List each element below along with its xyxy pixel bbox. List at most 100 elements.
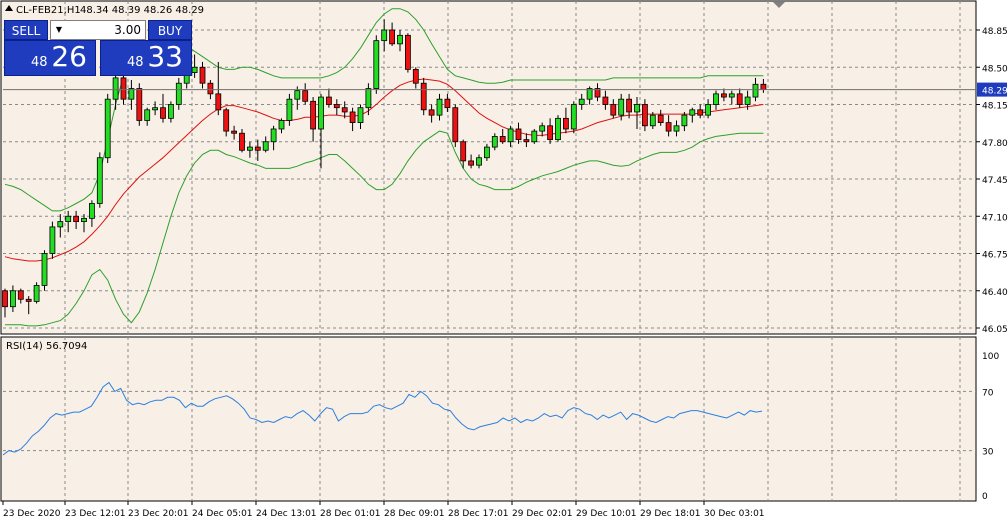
candle-body: [736, 93, 743, 105]
candle-body: [49, 226, 56, 254]
candle: [634, 97, 640, 129]
candle: [333, 99, 340, 116]
candle-body: [341, 107, 348, 113]
candle: [81, 214, 87, 233]
candle-body: [594, 88, 601, 98]
time-tick-label: 28 Dec 17:01: [448, 509, 509, 519]
price-tick-label: 48.50: [982, 64, 1008, 74]
candle-body: [515, 128, 522, 141]
candle: [199, 61, 206, 89]
candle-body: [397, 34, 403, 45]
candle-body: [373, 40, 380, 89]
candle: [420, 77, 427, 116]
candle: [144, 107, 151, 126]
candle: [89, 200, 95, 227]
price-tick-label: 46.40: [982, 288, 1008, 298]
candle-body: [349, 111, 356, 123]
candle: [104, 93, 111, 164]
candle: [96, 152, 103, 208]
candle-body: [262, 141, 269, 151]
candle: [523, 133, 530, 148]
candle: [270, 125, 277, 151]
one-click-trading-panel: SELL ▼ 3.00 BUY 48 26 48 33: [4, 20, 192, 76]
candle-body: [381, 29, 388, 42]
rsi-tick-label: 0: [982, 492, 988, 502]
candle: [49, 221, 56, 259]
rsi-tick-label: 30: [982, 448, 994, 458]
candle-body: [665, 122, 672, 132]
candle: [713, 90, 719, 110]
candle: [539, 122, 546, 137]
candle: [239, 128, 245, 153]
time-tick-label: 28 Dec 09:01: [384, 509, 445, 519]
buy-button[interactable]: BUY: [148, 20, 192, 40]
candle: [373, 35, 380, 94]
candle-body: [357, 107, 364, 123]
current-price-tag: [977, 82, 1007, 97]
time-tick-label: 23 Dec 20:01: [128, 509, 189, 519]
candle: [570, 101, 577, 134]
candle: [17, 288, 24, 304]
candle: [215, 61, 222, 116]
candle-body: [191, 66, 198, 73]
candle-body: [657, 114, 664, 123]
candle: [610, 99, 617, 119]
sell-price-button[interactable]: 48 26: [4, 40, 96, 76]
symbol-label: CL-FEB21,H1: [16, 5, 81, 16]
time-tick-label: 29 Dec 18:01: [640, 509, 701, 519]
candle: [381, 19, 388, 52]
candles: [2, 19, 767, 318]
candle-body: [128, 88, 135, 100]
candle-body: [713, 93, 719, 105]
buy-price-button[interactable]: 48 33: [100, 40, 192, 76]
time-tick-label: 30 Dec 03:01: [704, 509, 765, 519]
rsi-tick-label: 100: [982, 352, 999, 362]
chart-shift-marker-icon[interactable]: [773, 2, 785, 8]
candle-body: [444, 98, 451, 109]
candle: [547, 118, 553, 144]
candle-body: [152, 107, 159, 111]
lot-dropdown-arrow-icon[interactable]: ▼: [55, 25, 63, 34]
sell-button[interactable]: SELL: [4, 20, 48, 40]
candle-body: [578, 98, 585, 105]
buy-price-prefix: 48: [127, 55, 144, 70]
candle: [325, 88, 332, 108]
candle: [578, 93, 585, 110]
candle-body: [752, 83, 759, 98]
candle-body: [523, 139, 530, 143]
candle: [618, 93, 625, 121]
candle: [736, 88, 743, 108]
candle-body: [96, 157, 103, 204]
candle-body: [420, 82, 427, 111]
candle: [278, 118, 285, 134]
symbol-arrow-icon: [5, 5, 13, 11]
time-tick-label: 29 Dec 10:01: [576, 509, 637, 519]
candle-body: [199, 66, 206, 84]
candle-body: [302, 90, 309, 102]
price-tick-label: 48.85: [982, 27, 1008, 37]
candle: [452, 104, 459, 148]
price-tick-label: 47.45: [982, 176, 1008, 186]
lot-size-field[interactable]: ▼ 3.00: [50, 20, 146, 40]
candle: [507, 125, 514, 148]
candle: [642, 99, 648, 132]
candle: [665, 115, 672, 137]
candle-body: [673, 125, 680, 132]
candle-body: [404, 34, 411, 70]
candle: [65, 210, 72, 233]
candle-body: [278, 120, 285, 130]
candle-body: [25, 298, 32, 302]
price-tick-label: 46.75: [982, 251, 1008, 261]
lot-size-value[interactable]: 3.00: [114, 23, 141, 37]
candle: [460, 139, 467, 169]
candle-body: [476, 157, 482, 166]
candle-body: [642, 104, 648, 127]
candle-body: [634, 104, 640, 113]
candle-body: [333, 104, 340, 109]
time-tick-label: 23 Dec 2020: [3, 509, 61, 519]
candle-body: [239, 132, 245, 151]
candle: [673, 120, 680, 137]
candle: [231, 125, 238, 140]
candle: [436, 93, 443, 121]
candle: [128, 80, 135, 110]
